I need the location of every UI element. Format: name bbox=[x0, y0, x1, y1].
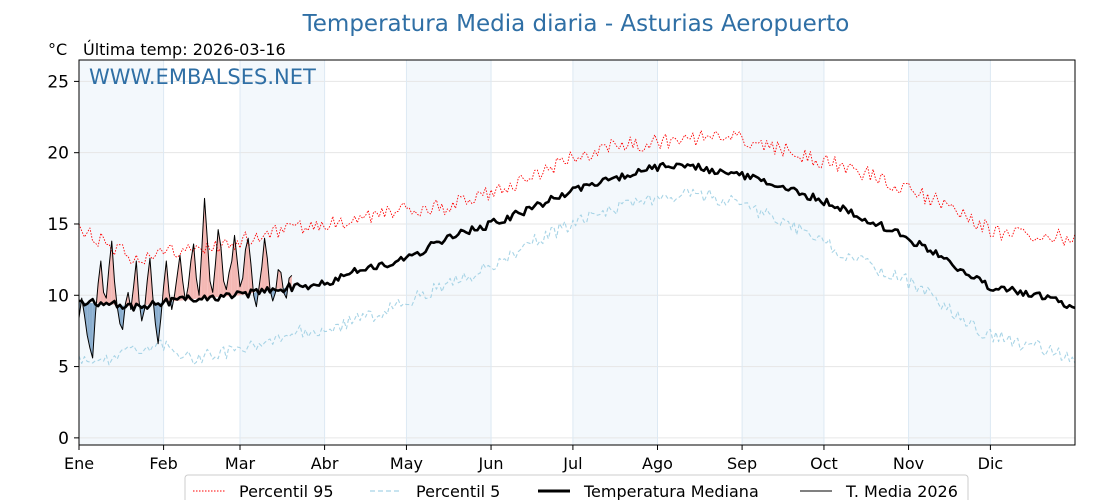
grid-lines bbox=[78, 60, 1075, 445]
fill-above-median bbox=[215, 229, 219, 298]
month-band-0 bbox=[79, 60, 164, 445]
x-tick-label-Abr: Abr bbox=[311, 454, 339, 473]
fill-above-median bbox=[239, 278, 243, 296]
last-temp-label: Última temp: 2026-03-16 bbox=[83, 40, 286, 59]
fill-above-median bbox=[234, 235, 238, 296]
month-band-5 bbox=[908, 60, 991, 445]
x-tick-label-Jul: Jul bbox=[562, 454, 582, 473]
series-percentil-5 bbox=[78, 188, 1076, 366]
month-band-1 bbox=[239, 60, 325, 445]
fill-below-median bbox=[89, 302, 93, 359]
fill-above-median bbox=[245, 238, 249, 295]
fill-above-median bbox=[248, 238, 251, 294]
x-axis: Ene Feb Mar Abr May Jun Jul Ago Sep Oct Nov Dic bbox=[64, 445, 1003, 473]
y-tick-label-5: 5 bbox=[58, 358, 69, 378]
x-tick-label-Nov: Nov bbox=[893, 454, 924, 473]
series-t-media-2026 bbox=[78, 197, 293, 359]
y-tick-label-0: 0 bbox=[58, 429, 69, 449]
legend-label-percentil-5: Percentil 5 bbox=[416, 482, 500, 500]
fill-above-median bbox=[201, 198, 205, 299]
legend-box bbox=[184, 474, 969, 500]
y-tick-label-20: 20 bbox=[47, 144, 69, 164]
y-axis: 0 5 10 15 20 25 bbox=[47, 72, 79, 449]
month-band-2 bbox=[406, 60, 492, 445]
x-tick-label-Oct: Oct bbox=[810, 454, 838, 473]
fill-above-median bbox=[98, 261, 101, 304]
x-tick-label-May: May bbox=[390, 454, 423, 473]
fill-below-median bbox=[155, 303, 159, 344]
legend-label-media-2026: T. Media 2026 bbox=[845, 482, 958, 500]
fill-above-median bbox=[133, 261, 137, 307]
fill-above-median bbox=[231, 235, 235, 296]
y-tick-label-25: 25 bbox=[47, 72, 69, 92]
legend: Percentil 95 Percentil 5 Temperatura Med… bbox=[184, 474, 969, 500]
legend-label-mediana: Temperatura Mediana bbox=[583, 482, 759, 500]
x-tick-label-Mar: Mar bbox=[225, 454, 256, 473]
x-tick-label-Feb: Feb bbox=[149, 454, 177, 473]
chart-title: Temperatura Media diaria - Asturias Aero… bbox=[302, 11, 850, 37]
fill-below-median bbox=[119, 305, 123, 330]
month-band-3 bbox=[572, 60, 658, 445]
series-lines bbox=[78, 130, 1076, 366]
series-percentil-95 bbox=[78, 130, 1076, 265]
fill-above-median bbox=[177, 255, 180, 301]
fill-above-median bbox=[179, 255, 183, 301]
y-tick-label-15: 15 bbox=[47, 215, 69, 235]
watermark: WWW.EMBALSES.NET bbox=[89, 65, 316, 89]
x-tick-label-Sep: Sep bbox=[727, 454, 757, 473]
y-tick-label-10: 10 bbox=[47, 286, 69, 306]
x-tick-label-Ago: Ago bbox=[642, 454, 673, 473]
fill-above-median bbox=[109, 241, 112, 305]
fill-above-median bbox=[278, 269, 281, 289]
fill-above-median bbox=[147, 258, 150, 305]
legend-label-percentil-95: Percentil 95 bbox=[239, 482, 334, 500]
plot-frame bbox=[78, 59, 1076, 446]
fill-above-median bbox=[103, 292, 107, 304]
series-temperatura-mediana bbox=[78, 161, 1076, 312]
x-tick-label-Jun: Jun bbox=[478, 454, 504, 473]
fill-above-median bbox=[204, 198, 208, 298]
month-band-4 bbox=[742, 60, 824, 445]
x-tick-label-Dic: Dic bbox=[978, 454, 1004, 473]
unit-label: °C bbox=[48, 40, 67, 59]
fill-above-median bbox=[261, 238, 265, 292]
month-shading-bands bbox=[79, 60, 991, 445]
fill-above-median bbox=[218, 229, 221, 297]
fill-above-median bbox=[264, 238, 268, 291]
x-tick-label-Ene: Ene bbox=[64, 454, 94, 473]
